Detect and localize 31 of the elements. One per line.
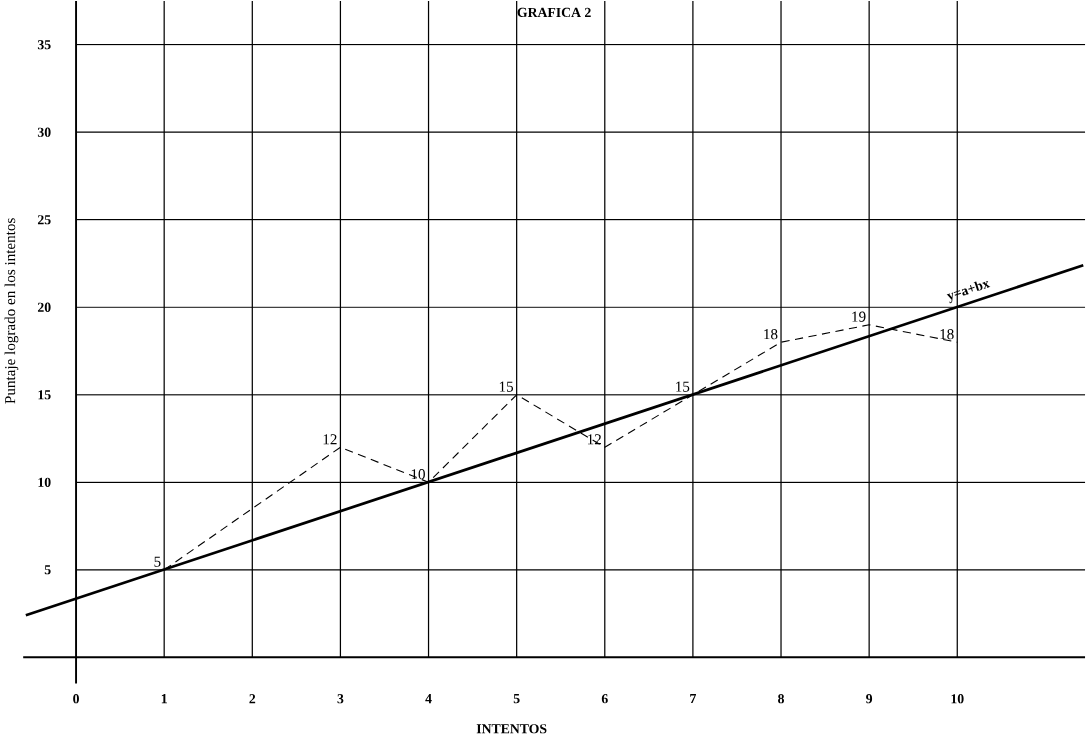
x-tick-label: 7: [690, 694, 696, 704]
data-label: 12: [587, 434, 601, 445]
x-tick-label: 4: [425, 694, 432, 704]
y-tick-label: 25: [37, 215, 51, 225]
x-tick-label: 5: [513, 694, 520, 704]
data-label: 18: [764, 329, 778, 340]
data-label: 10: [411, 469, 425, 480]
x-tick-label: 1: [161, 694, 167, 704]
x-tick-label: 8: [778, 694, 785, 704]
y-tick-label: 10: [38, 477, 51, 487]
data-label: 15: [676, 381, 690, 392]
data-label: 15: [499, 381, 514, 392]
x-tick-label: 3: [337, 694, 344, 704]
x-tick-label: 6: [601, 694, 608, 704]
x-tick-label: 0: [73, 694, 79, 704]
data-label: 18: [940, 329, 954, 340]
text: y=a+bx: [946, 280, 991, 304]
data-label: 19: [852, 311, 866, 322]
data-label: 12: [323, 434, 337, 445]
x-tick-label: 2: [249, 694, 256, 704]
y-tick-label: 5: [44, 565, 51, 575]
y-tick-label: 30: [37, 127, 51, 137]
chart-title: GRAFICA 2: [517, 7, 591, 18]
y-tick-label: 20: [37, 302, 51, 312]
x-tick-label: 10: [951, 694, 964, 704]
data-label: 5: [154, 556, 161, 567]
x-axis-title: INTENTOS: [476, 724, 547, 734]
y-axis-title: Puntaje logrado en los intentos: [4, 218, 19, 404]
y-tick-label: 15: [38, 390, 51, 400]
x-tick-label: 9: [866, 694, 873, 704]
y-tick-label: 35: [37, 40, 51, 50]
